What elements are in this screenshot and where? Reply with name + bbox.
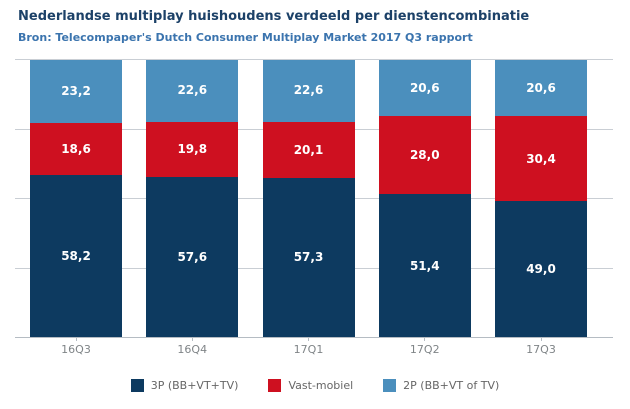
x-axis-cell: 17Q2 bbox=[379, 337, 471, 356]
legend-item: 3P (BB+VT+TV) bbox=[130, 379, 239, 392]
bar-segment: 22,6 bbox=[146, 59, 239, 122]
bar-value-label: 22,6 bbox=[177, 83, 208, 98]
plot-area: 23,2 18,6 58,2 22,6 19,8 57,6 22,6 20,1 57,3 20,6… bbox=[15, 59, 613, 338]
x-tick bbox=[308, 337, 309, 341]
bar-value-label: 19,8 bbox=[177, 142, 208, 157]
x-axis-line bbox=[15, 337, 613, 338]
bar-segment: 20,6 bbox=[495, 59, 587, 117]
bar-value-label: 58,2 bbox=[61, 249, 91, 264]
legend-label: 2P (BB+VT of TV) bbox=[403, 379, 500, 392]
legend-swatch bbox=[130, 379, 144, 392]
x-tick bbox=[75, 337, 77, 341]
bar-value-label: 28,0 bbox=[409, 148, 440, 163]
x-tick-label: 17Q2 bbox=[409, 343, 440, 356]
x-tick bbox=[424, 337, 426, 341]
bar-17Q3: 20,6 30,4 49,0 bbox=[495, 59, 587, 337]
x-tick-label: 16Q3 bbox=[61, 343, 91, 356]
bar-segment: 19,8 bbox=[146, 121, 239, 177]
bar-segment: 30,4 bbox=[495, 116, 587, 201]
bar-segment: 20,6 bbox=[378, 59, 471, 117]
x-axis-cell: 17Q1 bbox=[263, 337, 355, 356]
bar-value-label: 22,6 bbox=[293, 83, 324, 98]
x-tick-label: 17Q1 bbox=[293, 343, 324, 356]
bar-segment: 57,6 bbox=[146, 176, 239, 337]
bar-segment: 57,3 bbox=[262, 177, 355, 337]
bar-segment: 28,0 bbox=[378, 116, 471, 195]
x-axis-cell: 17Q3 bbox=[495, 337, 587, 356]
x-axis-labels: 16Q3 16Q4 17Q1 17Q2 17Q3 bbox=[30, 337, 587, 356]
bar-segment: 58,2 bbox=[30, 175, 122, 337]
bar-value-label: 57,3 bbox=[293, 250, 324, 265]
bar-segment: 18,6 bbox=[30, 123, 122, 176]
bar-17Q1: 22,6 20,1 57,3 bbox=[262, 59, 355, 337]
bar-value-label: 20,6 bbox=[409, 80, 440, 95]
bar-value-label: 57,6 bbox=[177, 249, 208, 264]
bar-value-label: 51,4 bbox=[409, 258, 440, 273]
legend-item: Vast-mobiel bbox=[268, 379, 353, 392]
legend-swatch bbox=[383, 379, 397, 392]
bars-container: 23,2 18,6 58,2 22,6 19,8 57,6 22,6 20,1 57,3 20,6… bbox=[30, 59, 587, 337]
bar-value-label: 20,6 bbox=[526, 80, 556, 95]
bar-segment: 23,2 bbox=[30, 59, 122, 124]
bar-value-label: 18,6 bbox=[61, 142, 91, 157]
x-axis-cell: 16Q3 bbox=[30, 337, 122, 356]
legend-label: 3P (BB+VT+TV) bbox=[150, 379, 239, 392]
bar-segment: 49,0 bbox=[495, 200, 587, 337]
bar-segment: 20,1 bbox=[262, 121, 355, 178]
chart-title: Nederlandse multiplay huishoudens verdee… bbox=[18, 9, 530, 24]
chart-subtitle: Bron: Telecompaper's Dutch Consumer Mult… bbox=[18, 31, 473, 44]
bar-segment: 51,4 bbox=[378, 194, 471, 337]
legend: 3P (BB+VT+TV) Vast-mobiel 2P (BB+VT of TV) bbox=[0, 379, 630, 392]
bar-17Q2: 20,6 28,0 51,4 bbox=[378, 59, 471, 337]
bar-value-label: 30,4 bbox=[526, 151, 556, 166]
legend-label: Vast-mobiel bbox=[288, 379, 354, 392]
bar-16Q3: 23,2 18,6 58,2 bbox=[30, 59, 122, 337]
x-axis-cell: 16Q4 bbox=[146, 337, 238, 356]
bar-value-label: 23,2 bbox=[61, 84, 91, 99]
x-tick-label: 16Q4 bbox=[177, 343, 208, 356]
legend-item: 2P (BB+VT of TV) bbox=[383, 379, 499, 392]
x-tick bbox=[191, 337, 193, 341]
gridline-100 bbox=[15, 59, 613, 60]
x-tick bbox=[540, 337, 542, 341]
bar-value-label: 49,0 bbox=[526, 261, 556, 276]
bar-16Q4: 22,6 19,8 57,6 bbox=[146, 59, 239, 337]
legend-swatch bbox=[268, 379, 282, 392]
bar-value-label: 20,1 bbox=[293, 142, 324, 157]
x-tick-label: 17Q3 bbox=[526, 343, 556, 356]
bar-segment: 22,6 bbox=[262, 59, 355, 122]
